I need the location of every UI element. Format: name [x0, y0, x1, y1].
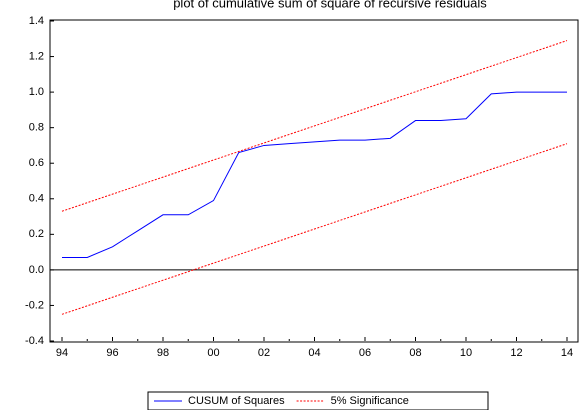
x-tick-label: 04 — [308, 347, 320, 359]
x-tick-label: 06 — [359, 347, 371, 359]
x-tick-label: 94 — [56, 347, 68, 359]
x-tick-label: 02 — [258, 347, 270, 359]
y-tick-label: 0.8 — [29, 122, 44, 134]
x-tick-label: 00 — [207, 347, 219, 359]
y-tick-label: 1.0 — [29, 86, 44, 98]
y-tick-label: 0.0 — [29, 264, 44, 276]
y-tick-label: 0.4 — [29, 193, 44, 205]
x-tick-label: 98 — [157, 347, 169, 359]
series-line — [61, 143, 568, 315]
x-tick-label: 12 — [510, 347, 522, 359]
y-tick-label: 1.4 — [29, 15, 44, 27]
y-tick-label: 0.2 — [29, 228, 44, 240]
legend-label: CUSUM of Squares — [188, 395, 285, 407]
plot-frame — [49, 19, 579, 343]
series-line — [61, 40, 568, 212]
x-tick-label: 08 — [409, 347, 421, 359]
y-tick-label: 1.2 — [29, 50, 44, 62]
x-tick-label: 10 — [460, 347, 472, 359]
y-tick-label: -0.2 — [25, 299, 44, 311]
series-line — [62, 91, 567, 258]
x-tick-label: 14 — [561, 347, 573, 359]
y-tick-label: 0.6 — [29, 157, 44, 169]
x-tick-label: 96 — [106, 347, 118, 359]
legend-label: 5% Significance — [331, 395, 409, 407]
y-tick-label: -0.4 — [25, 335, 44, 347]
chart-title: plot of cumulative sum of square of recu… — [173, 0, 487, 10]
